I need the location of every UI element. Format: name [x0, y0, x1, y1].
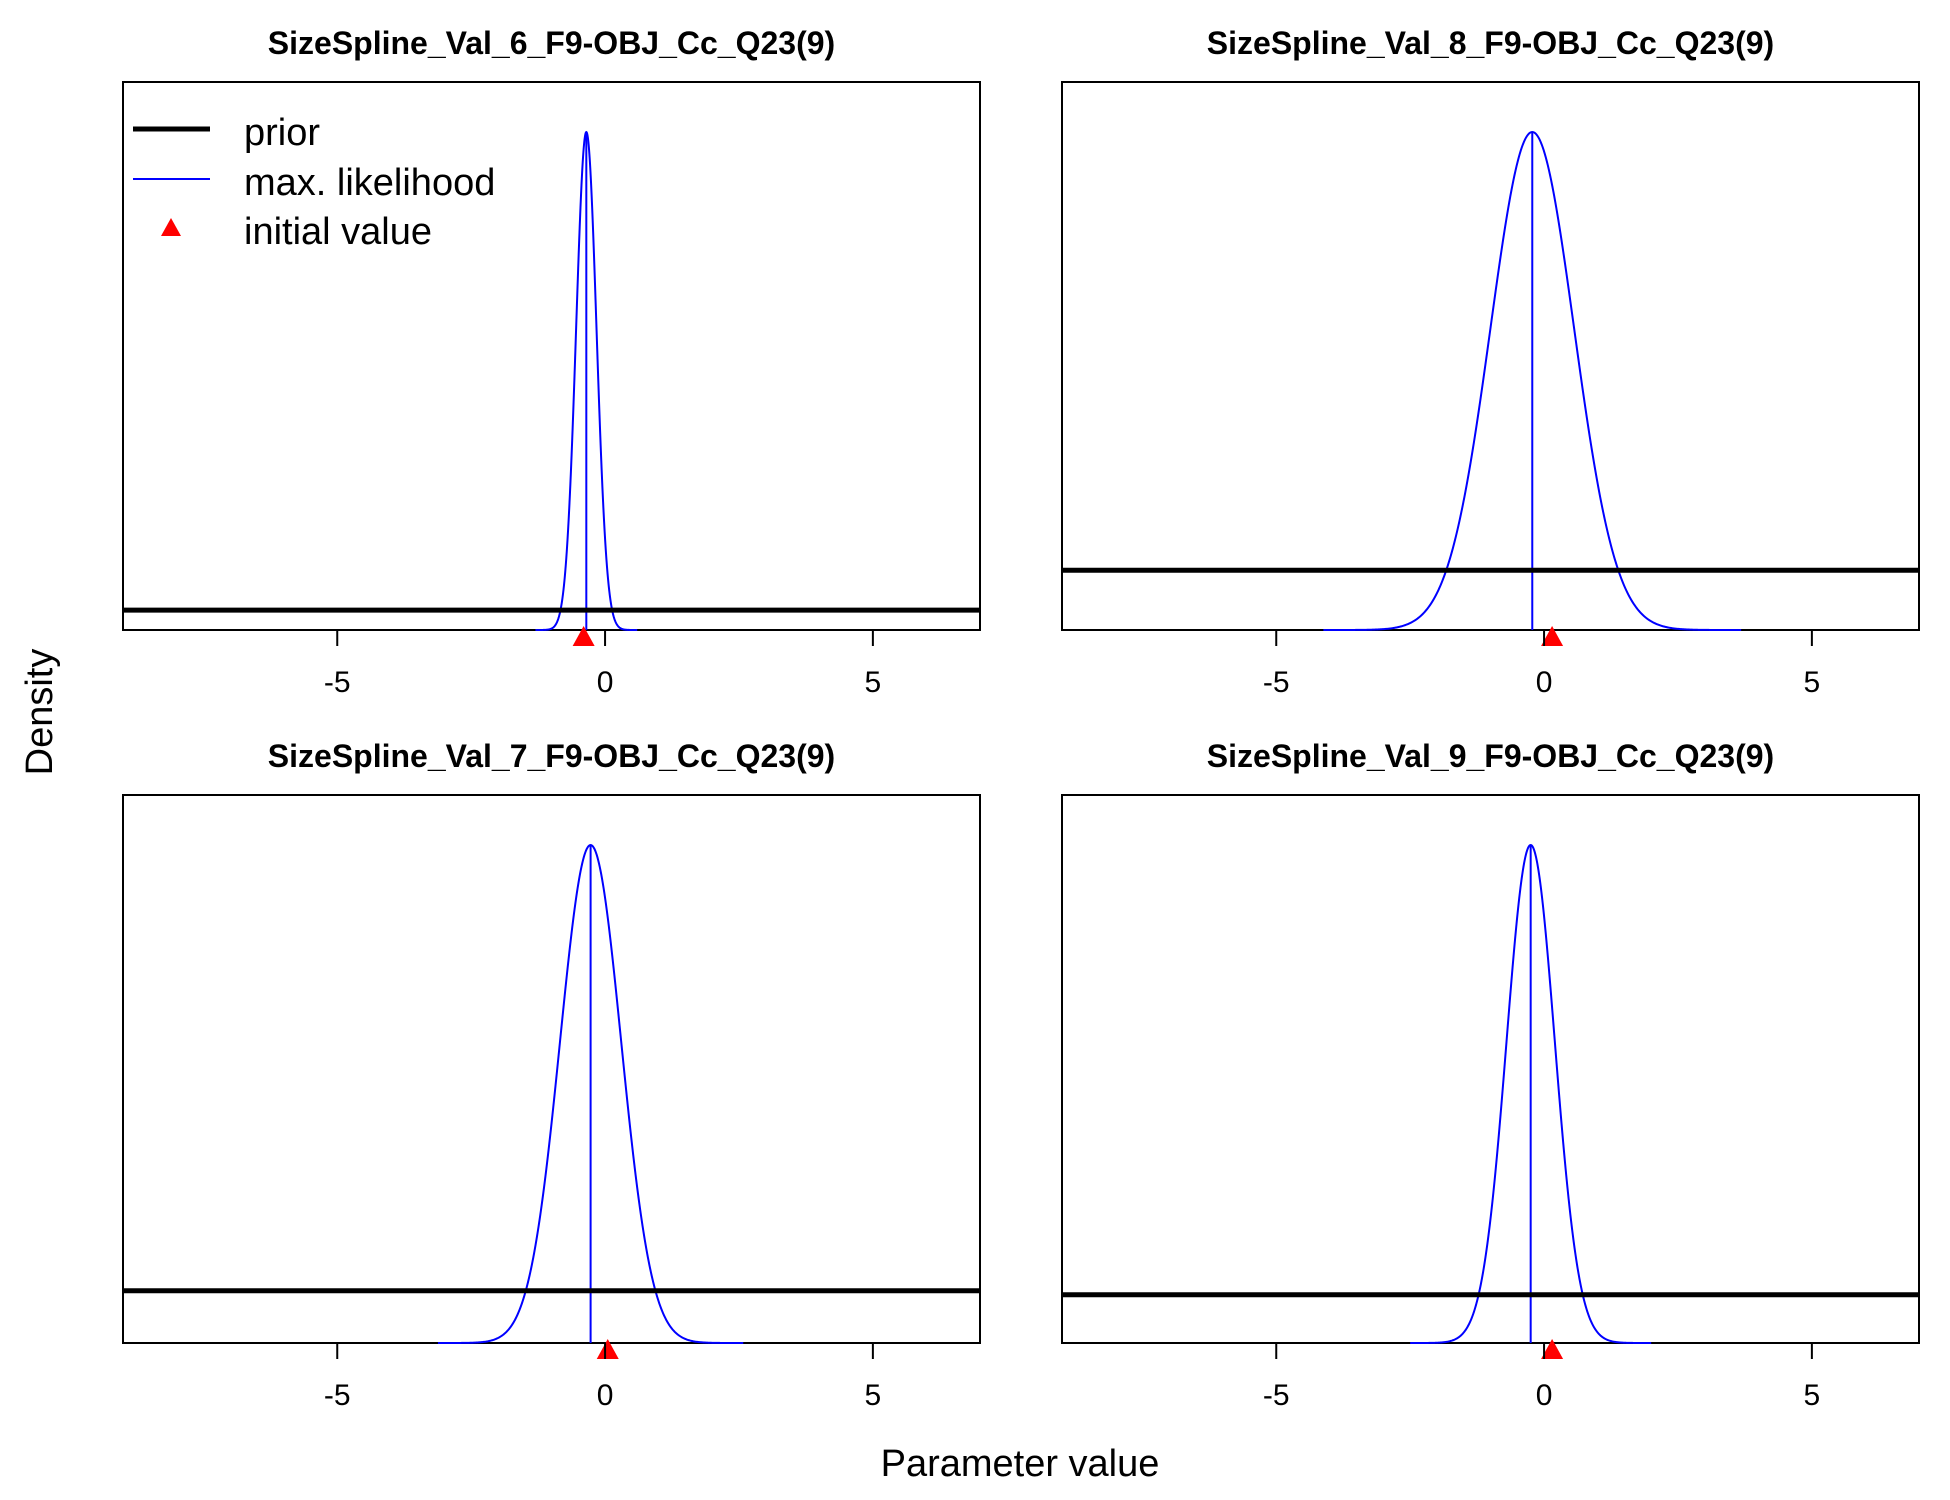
- panel-2: SizeSpline_Val_8_F9-OBJ_Cc_Q23(9) -5 0 5: [1061, 25, 1920, 699]
- panel-4: SizeSpline_Val_9_F9-OBJ_Cc_Q23(9) -5 0 5: [1061, 738, 1920, 1412]
- x-tick-label: -5: [324, 1379, 351, 1412]
- x-tick-label: 5: [865, 666, 882, 699]
- y-axis-title: Density: [19, 649, 61, 776]
- x-tick-label: -5: [1263, 1379, 1290, 1412]
- initial-value-marker: [596, 1339, 619, 1359]
- panel-title: SizeSpline_Val_8_F9-OBJ_Cc_Q23(9): [1207, 25, 1774, 61]
- legend: prior max. likelihood initial value: [133, 112, 495, 253]
- initial-value-marker: [572, 626, 595, 646]
- legend-likelihood-label: max. likelihood: [244, 162, 495, 204]
- x-tick-label: 5: [1804, 1379, 1821, 1412]
- plot-frame: [122, 794, 981, 1344]
- panel-title: SizeSpline_Val_6_F9-OBJ_Cc_Q23(9): [268, 25, 835, 61]
- x-tick-label: 0: [597, 666, 614, 699]
- panel-title: SizeSpline_Val_7_F9-OBJ_Cc_Q23(9): [268, 738, 835, 774]
- plot-frame: [122, 81, 981, 631]
- x-tick-label: 0: [1536, 1379, 1553, 1412]
- x-tick-label: -5: [324, 666, 351, 699]
- legend-initial-swatch: [161, 218, 181, 236]
- x-axis-title: Parameter value: [881, 1443, 1160, 1485]
- initial-value-marker: [1541, 1339, 1564, 1359]
- legend-initial-label: initial value: [244, 211, 432, 253]
- x-tick-label: 5: [1804, 666, 1821, 699]
- legend-prior-label: prior: [244, 112, 320, 154]
- plot-frame: [1061, 794, 1920, 1344]
- x-tick-label: 0: [597, 1379, 614, 1412]
- panels: SizeSpline_Val_6_F9-OBJ_Cc_Q23(9)-5 0 5Siz…: [122, 25, 1920, 1412]
- initial-value-marker: [1541, 626, 1564, 646]
- plot-frame: [1061, 81, 1920, 631]
- panel-title: SizeSpline_Val_9_F9-OBJ_Cc_Q23(9): [1207, 738, 1774, 774]
- panel-3: SizeSpline_Val_7_F9-OBJ_Cc_Q23(9) -5 0 5: [122, 738, 981, 1412]
- x-tick-label: -5: [1263, 666, 1290, 699]
- x-tick-label: 0: [1536, 666, 1553, 699]
- panel-1: SizeSpline_Val_6_F9-OBJ_Cc_Q23(9) -5 0 5: [122, 25, 981, 699]
- x-tick-label: 5: [865, 1379, 882, 1412]
